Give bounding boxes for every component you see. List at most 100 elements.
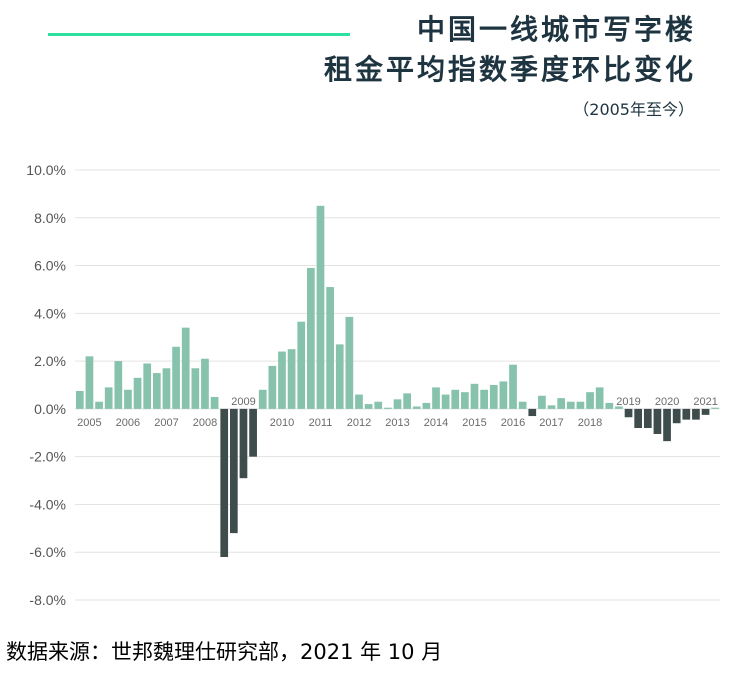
bar: [249, 408, 257, 457]
title-line-2: 租金平均指数季度环比变化: [323, 53, 696, 86]
bar: [316, 205, 325, 409]
bar: [518, 401, 527, 409]
x-year-label: 2012: [347, 417, 371, 429]
bar: [441, 394, 450, 409]
x-year-label: 2021: [693, 396, 717, 408]
bar: [75, 390, 84, 409]
x-year-label: 2011: [309, 417, 333, 429]
y-tick-label: -2.0%: [29, 449, 66, 465]
bar: [364, 404, 373, 409]
x-year-label: 2006: [116, 417, 140, 429]
bar: [557, 398, 566, 409]
bars: [75, 205, 720, 557]
bar: [489, 385, 498, 409]
bar: [615, 406, 623, 409]
bar: [538, 395, 546, 409]
bar: [692, 408, 700, 420]
bar: [384, 407, 392, 409]
bar: [509, 364, 517, 409]
bar: [124, 389, 132, 409]
bar: [85, 356, 94, 409]
bar: [162, 368, 171, 409]
bar: [403, 393, 411, 409]
accent-line: [48, 33, 350, 36]
bar: [470, 383, 479, 409]
source-note: 数据来源：世邦魏理仕研究部，2021 年 10 月: [6, 640, 443, 664]
bar: [104, 387, 113, 409]
bar: [278, 351, 286, 409]
bar: [287, 349, 296, 409]
bar: [181, 327, 190, 409]
bar: [393, 399, 402, 409]
x-year-label: 2019: [616, 396, 640, 408]
bar: [432, 387, 440, 409]
bar-chart: 10.0% 8.0% 6.0% 4.0% 2.0% 0.0% -2.0% -4.0% -6.0%…: [26, 162, 720, 608]
bar: [191, 368, 200, 409]
bar: [682, 408, 691, 420]
bar: [239, 408, 248, 479]
bar: [114, 361, 123, 409]
x-year-label: 2010: [270, 417, 294, 429]
bar: [326, 287, 334, 409]
bar: [595, 387, 604, 409]
bar: [576, 401, 585, 409]
y-tick-label: 8.0%: [34, 210, 66, 226]
title-line-1: 中国一线城市写字楼: [416, 13, 696, 46]
bar: [711, 407, 720, 409]
bar: [133, 377, 142, 409]
bar: [480, 389, 488, 409]
grid-lines: [75, 169, 720, 601]
y-tick-label: -8.0%: [29, 592, 66, 608]
x-axis: 2005 2006 2007 2008 2009 2010 2011 2012 2013 2014…: [77, 396, 718, 429]
bar: [143, 363, 152, 409]
bar: [220, 408, 229, 557]
bar: [412, 406, 421, 409]
bar: [566, 401, 575, 409]
bar: [229, 408, 238, 534]
bar: [499, 381, 508, 409]
y-axis: 10.0% 8.0% 6.0% 4.0% 2.0% 0.0% -2.0% -4.0% -6.0%…: [26, 162, 66, 608]
bar: [451, 389, 460, 409]
bar: [653, 408, 662, 434]
bar: [210, 396, 219, 409]
bar: [268, 365, 277, 409]
bar: [605, 402, 614, 409]
y-tick-label: 10.0%: [26, 162, 66, 178]
bar: [345, 316, 354, 409]
bar: [643, 408, 652, 428]
x-year-label: 2008: [193, 417, 217, 429]
bar: [663, 408, 671, 442]
y-tick-label: 6.0%: [34, 258, 66, 274]
x-year-label: 2017: [539, 417, 563, 429]
bar: [172, 346, 180, 409]
bar: [335, 344, 344, 409]
x-year-label: 2013: [385, 417, 409, 429]
x-year-label: 2016: [501, 417, 525, 429]
x-year-label: 2007: [154, 417, 178, 429]
bar: [422, 402, 431, 409]
bar: [701, 408, 710, 415]
chart-title: 中国一线城市写字楼 租金平均指数季度环比变化: [324, 10, 696, 90]
bar: [307, 267, 315, 409]
y-tick-label: 4.0%: [34, 305, 66, 321]
y-tick-label: 0.0%: [34, 401, 66, 417]
bar: [374, 401, 383, 409]
x-year-label: 2015: [462, 417, 486, 429]
bar: [95, 401, 103, 409]
y-tick-label: -4.0%: [29, 496, 66, 512]
bar: [634, 408, 643, 428]
y-tick-label: -6.0%: [29, 544, 66, 560]
bar: [547, 405, 556, 409]
y-tick-label: 2.0%: [34, 353, 66, 369]
x-year-label: 2020: [655, 396, 679, 408]
bar: [528, 408, 537, 417]
bar: [297, 321, 306, 409]
chart-subtitle: （2005年至今）: [573, 100, 694, 119]
bar: [201, 358, 209, 409]
x-year-label: 2005: [77, 417, 101, 429]
x-year-label: 2018: [578, 417, 602, 429]
x-year-label: 2014: [424, 417, 448, 429]
bar: [461, 392, 469, 409]
x-year-label: 2009: [231, 396, 255, 408]
bar: [355, 394, 363, 409]
